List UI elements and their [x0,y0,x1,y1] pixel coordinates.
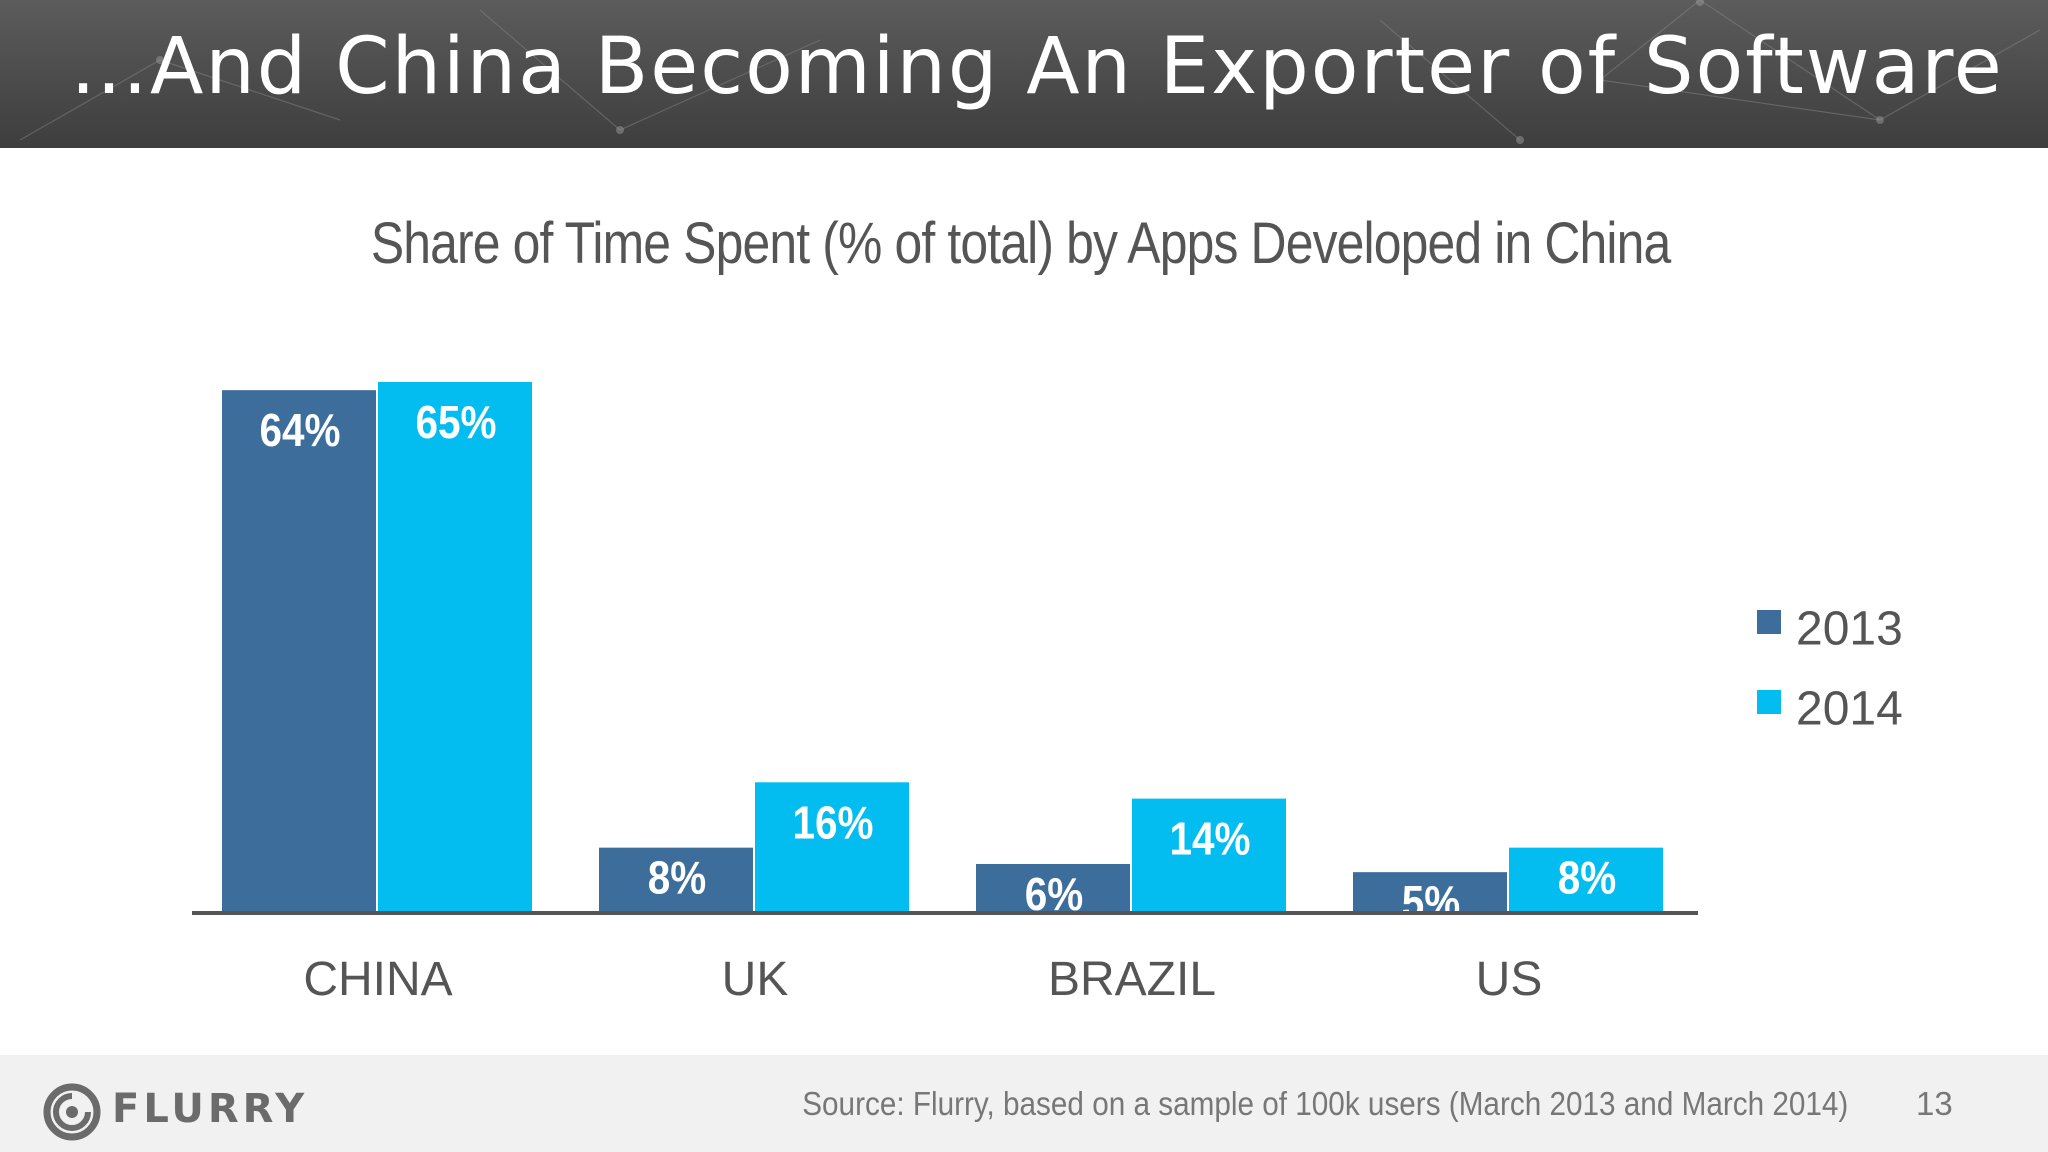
slide-title: …And China Becoming An Exporter of Softw… [70,22,2004,112]
bar-uk-2014 [755,782,909,913]
bar-us-2014 [1509,847,1663,913]
data-label-us-2014: 8% [1558,853,1616,904]
slide-header: …And China Becoming An Exporter of Softw… [0,0,2048,148]
brand-logo-text: FLURRY [112,1086,309,1132]
legend-label-2013: 2013 [1796,603,1903,656]
category-label-us: US [1476,953,1543,1006]
bar-us-2013 [1353,872,1507,913]
chart-title: Share of Time Spent (% of total) by Apps… [370,211,1671,276]
data-label-brazil-2014: 14% [1169,814,1250,865]
flurry-swirl-icon [43,1083,101,1141]
category-label-brazil: BRAZIL [1048,953,1216,1006]
data-label-china-2014: 65% [415,398,496,449]
source-note: Source: Flurry, based on a sample of 100… [801,1085,1848,1122]
legend-swatch-2014 [1757,690,1781,714]
network-pattern-decoration [19,0,2041,144]
bar-china-2014 [378,382,532,913]
data-label-china-2013: 64% [259,406,340,457]
bar-brazil-2014 [1132,798,1286,913]
legend-label-2014: 2014 [1796,683,1903,736]
legend-swatch-2013 [1757,610,1781,634]
category-label-uk: UK [722,953,789,1006]
bar-uk-2013 [599,847,753,913]
data-label-uk-2013: 8% [648,853,706,904]
bar-brazil-2013 [976,863,1130,913]
data-label-uk-2014: 16% [792,798,873,849]
slide-footer [0,1055,2048,1152]
category-label-china: CHINA [303,953,452,1006]
data-label-us-2013: 5% [1402,878,1460,929]
bar-china-2013 [222,390,376,914]
page-number: 13 [1916,1085,1953,1122]
